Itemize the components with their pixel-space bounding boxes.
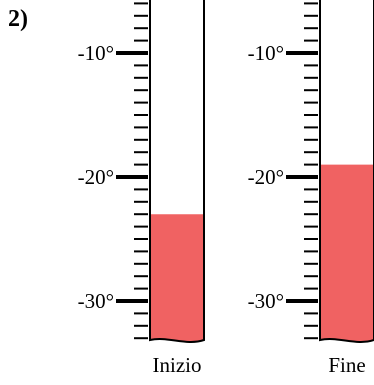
tick-label: -30° xyxy=(248,289,284,313)
tick-label: -10° xyxy=(78,41,114,65)
thermometer-label: Inizio xyxy=(153,353,202,377)
tick-label: -30° xyxy=(78,289,114,313)
problem-number: 2) xyxy=(8,6,28,32)
thermometer-label: Fine xyxy=(328,353,365,377)
thermometer-2: -10° -20° -30° Fine xyxy=(248,0,374,377)
mercury-fill xyxy=(320,164,374,342)
tube-outline xyxy=(319,0,374,343)
tube-outline xyxy=(149,0,205,343)
thermometer-1: -10° -20° -30° Inizio xyxy=(78,0,205,377)
mercury-fill xyxy=(150,214,204,342)
tick-label: -20° xyxy=(78,165,114,189)
tick-label: -10° xyxy=(248,41,284,65)
tick-label: -20° xyxy=(248,165,284,189)
